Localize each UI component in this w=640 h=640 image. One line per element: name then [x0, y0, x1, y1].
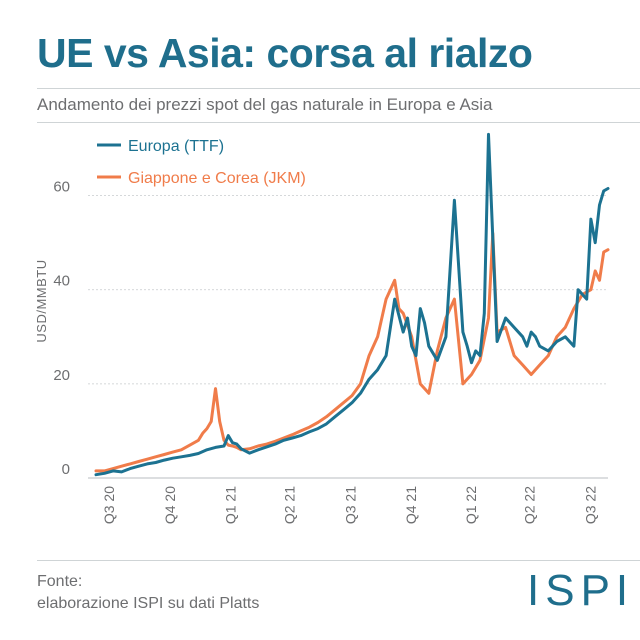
ispi-logo: ISPI: [527, 566, 635, 615]
x-tick-label: Q3 21: [342, 486, 358, 524]
footer-divider: [37, 560, 640, 561]
y-tick-label: 20: [53, 367, 70, 384]
title-divider: [37, 88, 640, 89]
x-tick-label: Q2 22: [521, 486, 537, 524]
x-tick-label: Q2 21: [282, 486, 298, 524]
y-tick-label: 40: [53, 273, 70, 290]
source-text: elaborazione ISPI su dati Platts: [37, 595, 260, 612]
source-note: Fonte: elaborazione ISPI su dati Platts: [37, 571, 259, 615]
chart-title: UE vs Asia: corsa al rialzo: [37, 30, 533, 76]
legend-label: Giappone e Corea (JKM): [128, 170, 306, 187]
subtitle-divider: [37, 122, 640, 123]
x-tick-label: Q1 21: [222, 486, 238, 524]
x-tick-label: Q4 21: [403, 486, 419, 524]
y-axis-label: USD/MMBTU: [34, 259, 49, 342]
y-tick-label: 60: [53, 179, 70, 196]
x-tick-label: Q3 20: [101, 486, 117, 524]
series-line-europa: [94, 132, 610, 477]
gas-price-line-chart: 0 20 40 60 USD/MMBTU Q3 20 Q4 20 Q1 21 Q2 21 Q3 2…: [34, 132, 610, 524]
x-tick-label: Q4 20: [162, 486, 178, 524]
series-line-asia: [94, 231, 610, 473]
y-tick-label: 0: [62, 461, 70, 478]
chart-subtitle: Andamento dei prezzi spot del gas natura…: [37, 95, 493, 114]
legend-label: Europa (TTF): [128, 138, 224, 155]
x-tick-label: Q3 22: [583, 486, 599, 524]
x-tick-label: Q1 22: [463, 486, 479, 524]
source-label: Fonte:: [37, 573, 83, 590]
